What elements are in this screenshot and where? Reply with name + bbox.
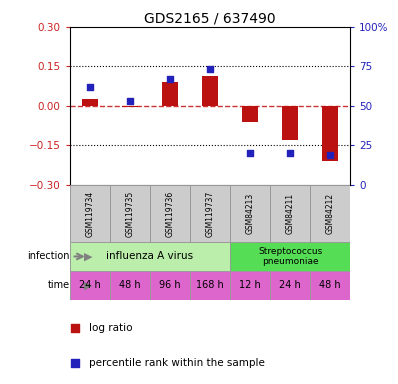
Bar <box>322 106 338 161</box>
Bar <box>110 185 150 242</box>
Point <box>167 76 173 82</box>
Text: 48 h: 48 h <box>119 280 140 290</box>
Text: ▶: ▶ <box>84 280 92 290</box>
Bar <box>190 271 230 300</box>
Text: GSM119734: GSM119734 <box>85 190 94 237</box>
Text: ▶: ▶ <box>84 252 92 262</box>
Bar <box>70 271 110 300</box>
Text: 24 h: 24 h <box>79 280 101 290</box>
Text: percentile rank within the sample: percentile rank within the sample <box>89 358 265 368</box>
Bar <box>310 271 350 300</box>
Bar <box>242 106 258 122</box>
Bar <box>230 185 270 242</box>
Bar <box>190 185 230 242</box>
Bar <box>310 185 350 242</box>
Text: infection: infection <box>27 252 70 262</box>
Point <box>207 66 213 73</box>
Bar <box>110 271 150 300</box>
Text: GSM84213: GSM84213 <box>246 193 255 234</box>
Bar <box>282 106 298 140</box>
Point <box>287 150 293 156</box>
Bar <box>150 271 190 300</box>
Bar <box>82 99 98 106</box>
Point <box>127 98 133 104</box>
Text: time: time <box>47 280 70 290</box>
Bar <box>162 82 178 106</box>
Bar <box>70 242 230 271</box>
Text: GSM84211: GSM84211 <box>286 193 295 234</box>
Point <box>327 152 334 158</box>
Text: 24 h: 24 h <box>279 280 301 290</box>
Text: 168 h: 168 h <box>196 280 224 290</box>
Text: influenza A virus: influenza A virus <box>106 252 193 262</box>
Title: GDS2165 / 637490: GDS2165 / 637490 <box>144 12 276 26</box>
Point <box>86 84 93 90</box>
Bar <box>202 76 218 106</box>
Text: 12 h: 12 h <box>239 280 261 290</box>
Text: GSM119735: GSM119735 <box>125 190 134 237</box>
Text: 48 h: 48 h <box>319 280 341 290</box>
Bar <box>230 271 270 300</box>
Point <box>72 360 78 366</box>
Point <box>72 325 78 331</box>
Text: GSM119737: GSM119737 <box>205 190 215 237</box>
Bar <box>122 106 138 107</box>
Point <box>247 150 253 156</box>
Text: Streptococcus
pneumoniae: Streptococcus pneumoniae <box>258 247 322 266</box>
Bar <box>270 185 310 242</box>
Text: GSM84212: GSM84212 <box>326 193 335 234</box>
Bar <box>270 271 310 300</box>
Bar <box>150 185 190 242</box>
Text: GSM119736: GSM119736 <box>165 190 174 237</box>
Text: log ratio: log ratio <box>89 323 133 333</box>
Bar <box>230 242 350 271</box>
Text: 96 h: 96 h <box>159 280 181 290</box>
Bar <box>70 185 110 242</box>
